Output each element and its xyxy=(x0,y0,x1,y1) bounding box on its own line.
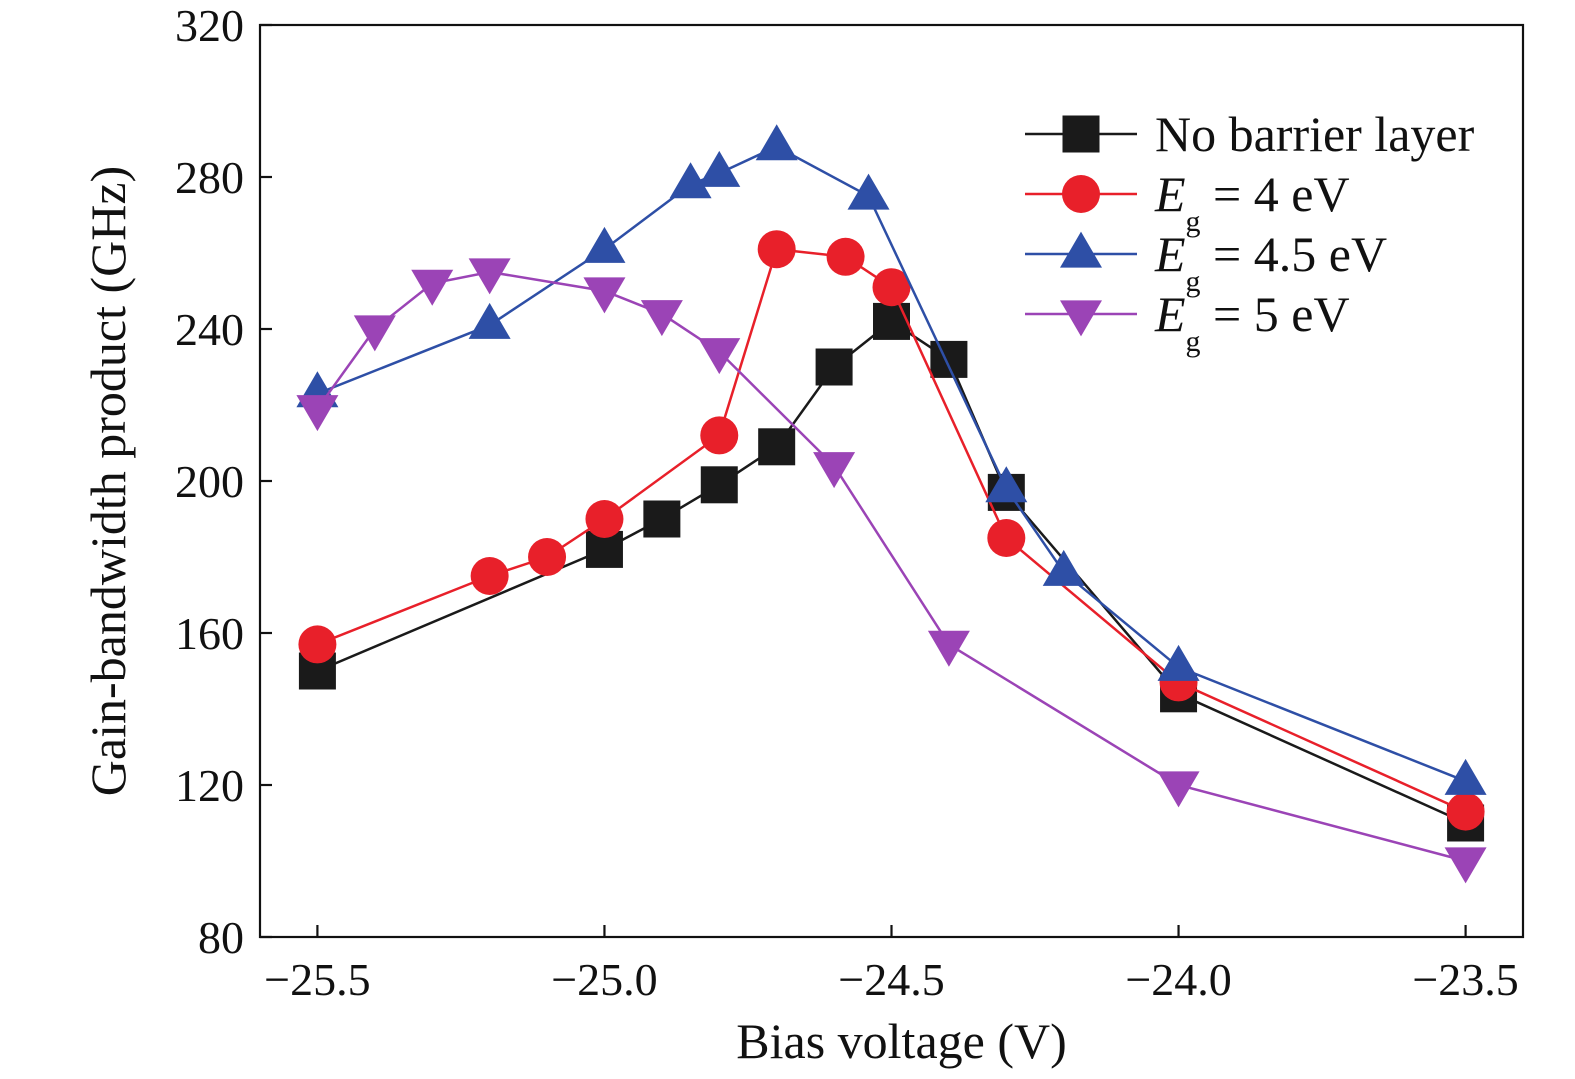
series-1-point-8 xyxy=(930,340,968,378)
x-tick-label-4: −24.0 xyxy=(1125,954,1231,1005)
series-1-point-5 xyxy=(758,428,796,466)
legend-marker-1 xyxy=(1062,115,1100,153)
legend-label-3: Eg = 4.5 eV xyxy=(1154,226,1387,298)
series-2-point-8 xyxy=(872,268,911,307)
x-axis-label: Bias voltage (V) xyxy=(736,1013,1066,1069)
series-3-point-8 xyxy=(985,466,1028,503)
series-2-point-5 xyxy=(700,416,739,455)
y-tick-label-7: 320 xyxy=(175,0,244,51)
y-tick-label-1: 80 xyxy=(198,912,244,963)
legend-label-1: No barrier layer xyxy=(1155,106,1475,162)
axes-group: −25.5 −25.0 −24.5 −24.0 −23.5 80 120 160 200 240 2… xyxy=(175,0,1525,1005)
legend-label-4: Eg = 5 eV xyxy=(1154,286,1350,358)
series-3-point-4 xyxy=(669,162,712,199)
series-3-point-10 xyxy=(1157,644,1200,681)
series-2-point-3 xyxy=(528,538,567,576)
y-axis-label: Gain-bandwidth product (GHz) xyxy=(80,166,136,796)
legend-marker-4 xyxy=(1060,300,1102,337)
y-tick-label-5: 240 xyxy=(175,304,244,355)
series-4-point-5 xyxy=(583,277,626,314)
series-3-point-2 xyxy=(468,302,511,339)
series-4-point-11 xyxy=(1444,847,1487,884)
series-3-point-6 xyxy=(755,124,798,161)
series-1-point-7 xyxy=(873,302,910,340)
y-tick-label-4: 200 xyxy=(175,456,244,507)
x-tick-label-2: −25.0 xyxy=(551,954,657,1005)
series-group xyxy=(296,124,1487,884)
x-tick-label-3: −24.5 xyxy=(838,954,944,1005)
series-3-point-3 xyxy=(583,226,626,263)
series-2-point-2 xyxy=(470,557,509,595)
series-4-point-6 xyxy=(640,300,683,337)
series-4-point-10 xyxy=(1157,771,1200,808)
legend-marker-2 xyxy=(1062,175,1100,213)
series-4-point-2 xyxy=(353,315,396,352)
y-tick-label-2: 120 xyxy=(175,760,244,811)
series-4-point-3 xyxy=(411,269,454,306)
series-1-point-6 xyxy=(815,348,853,386)
series-4-point-4 xyxy=(468,258,511,295)
x-tick-label-1: −25.5 xyxy=(264,954,370,1005)
legend-marker-3 xyxy=(1060,231,1102,268)
series-3-point-7 xyxy=(847,173,890,210)
series-4-point-7 xyxy=(698,338,741,375)
series-1-point-3 xyxy=(643,500,681,538)
series-2-point-9 xyxy=(987,519,1026,557)
series-3-point-9 xyxy=(1042,549,1085,586)
series-4-point-9 xyxy=(927,630,970,667)
series-2-point-7 xyxy=(826,237,865,276)
x-tick-label-5: −23.5 xyxy=(1412,954,1518,1005)
y-tick-label-3: 160 xyxy=(175,608,244,659)
series-2-point-1 xyxy=(298,625,337,664)
series-4-point-8 xyxy=(813,452,856,489)
series-2-point-4 xyxy=(585,500,624,538)
series-2-point-11 xyxy=(1446,792,1485,831)
series-3-point-11 xyxy=(1444,758,1487,795)
legend-label-2: Eg = 4 eV xyxy=(1154,166,1350,238)
series-1-point-4 xyxy=(700,466,738,504)
y-tick-label-6: 280 xyxy=(175,152,244,203)
series-3-point-5 xyxy=(698,150,741,187)
series-4-point-1 xyxy=(296,395,339,432)
series-2-point-6 xyxy=(757,230,796,269)
